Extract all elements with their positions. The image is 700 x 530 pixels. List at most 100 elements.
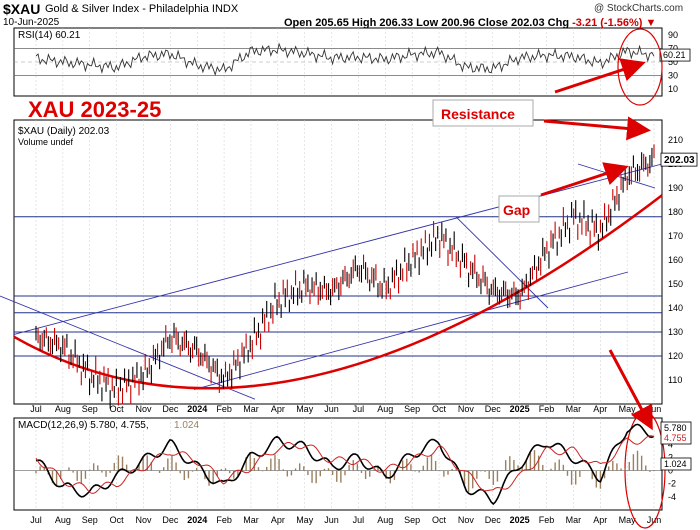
open-value: 205.65: [315, 17, 349, 29]
price-x-tick-label: Sep: [82, 404, 98, 414]
price-x-tick-label: Jun: [324, 404, 339, 414]
signal-last-value: 4.755: [664, 433, 687, 443]
macd-last-value: 5.780: [664, 423, 687, 433]
rsi-last-value-box: [659, 48, 691, 62]
macd-x-tick-label: Aug: [377, 515, 393, 525]
macd-x-tick-label: Jun: [647, 515, 662, 525]
macd-x-tick-label: Sep: [404, 515, 420, 525]
price-y-tick-label: 130: [668, 327, 683, 337]
macd-x-tick-label: Oct: [432, 515, 447, 525]
chg-value: -3.21 (-1.56%): [572, 17, 643, 29]
macd-y-tick-label: -4: [668, 492, 676, 502]
price-x-tick-label: Dec: [485, 404, 502, 414]
price-y-tick-label: 160: [668, 255, 683, 265]
price-x-tick-label: Jun: [647, 404, 662, 414]
price-x-tick-label: May: [619, 404, 637, 414]
price-last-value: 202.03: [664, 155, 695, 166]
price-x-tick-label: Feb: [216, 404, 232, 414]
macd-x-tick-label: Aug: [55, 515, 71, 525]
stockcharts-credit[interactable]: @ StockCharts.com: [594, 3, 684, 14]
price-x-tick-label: Dec: [162, 404, 179, 414]
macd-x-tick-label: Apr: [593, 515, 607, 525]
macd-x-tick-label: Jun: [324, 515, 339, 525]
rsi-y-tick-label: 30: [668, 71, 678, 81]
high-label: High: [351, 17, 377, 29]
price-y-tick-label: 170: [668, 231, 683, 241]
price-y-tick-label: 210: [668, 135, 683, 145]
price-x-tick-label: Oct: [432, 404, 447, 414]
macd-y-tick-label: 0: [668, 466, 673, 476]
price-x-tick-label: Nov: [135, 404, 152, 414]
price-last-value-box: [660, 152, 698, 167]
gap-label: Gap: [503, 202, 530, 218]
resistance-label: Resistance: [441, 106, 515, 122]
macd-x-tick-label: Mar: [566, 515, 582, 525]
price-y-tick-label: 110: [668, 375, 682, 385]
rsi-y-tick-label: 70: [668, 43, 678, 53]
price-y-tick-label: 190: [668, 183, 683, 193]
upper-channel-line: [13, 163, 663, 335]
macd-title: MACD(12,26,9) 5.780, 4.755,: [18, 420, 149, 431]
date-label: 10-Jun-2025: [3, 17, 60, 28]
price-x-tick-label: Aug: [377, 404, 393, 414]
downtrend-line-2023: [0, 295, 256, 400]
price-x-tick-label: 2025: [510, 404, 530, 414]
chart-title-annotation: XAU 2023-25: [28, 97, 161, 122]
macd-y-tick-label: 2: [668, 452, 673, 462]
rsi-title: RSI(14) 60.21: [18, 30, 81, 41]
macd-x-tick-label: May: [296, 515, 314, 525]
macd-x-tick-label: Jul: [353, 515, 365, 525]
rsi-y-tick-label: 10: [668, 84, 678, 94]
support-arc: [13, 194, 663, 390]
macd-x-tick-label: 2025: [510, 515, 530, 525]
macd-x-tick-label: Nov: [135, 515, 152, 525]
price-x-tick-label: 2024: [187, 404, 207, 414]
price-x-tick-label: Mar: [243, 404, 259, 414]
price-x-tick-label: Oct: [110, 404, 125, 414]
price-y-tick-label: 150: [668, 279, 683, 289]
price-x-tick-label: Jul: [30, 404, 42, 414]
low-label: Low: [416, 17, 439, 29]
down-arrow-icon: ▼: [645, 17, 657, 29]
macd-y-tick-label: -2: [668, 479, 676, 489]
price-x-tick-label: Feb: [539, 404, 555, 414]
rsi-line: [35, 42, 655, 77]
macd-x-tick-label: Nov: [458, 515, 475, 525]
macd-last-values-box: [660, 421, 692, 445]
macd-panel-frame: [13, 417, 663, 511]
price-x-tick-label: Apr: [271, 404, 285, 414]
price-x-tick-label: Jul: [353, 404, 365, 414]
close-label: Close: [477, 17, 508, 29]
price-subtitle: Volume undef: [18, 137, 74, 147]
macd-x-tick-label: Jul: [30, 515, 42, 525]
macd-x-tick-label: Dec: [485, 515, 502, 525]
chg-label: Chg: [547, 17, 570, 29]
quote-line: Open 205.65 High 206.33 Low 200.96 Close…: [284, 17, 656, 29]
price-x-tick-label: Apr: [593, 404, 607, 414]
macd-x-tick-label: Oct: [110, 515, 125, 525]
macd-x-tick-label: Mar: [243, 515, 259, 525]
price-x-tick-label: Aug: [55, 404, 71, 414]
macd-x-tick-label: May: [619, 515, 637, 525]
price-x-tick-label: Mar: [566, 404, 582, 414]
price-x-tick-label: Nov: [458, 404, 475, 414]
rsi-arrow: [554, 58, 646, 94]
macd-line: [35, 423, 655, 506]
macd-x-tick-label: Feb: [539, 515, 555, 525]
rsi-highlight-ellipse: [617, 28, 663, 106]
downtrend-line-2024: [455, 216, 549, 309]
macd-hist-value: 1.024: [174, 420, 199, 431]
rsi-last-value: 60.21: [663, 50, 686, 60]
rsi-y-tick-label: 90: [668, 30, 678, 40]
macd-x-tick-label: Sep: [82, 515, 98, 525]
macd-x-tick-label: Apr: [271, 515, 285, 525]
gap-arrow: [540, 162, 629, 197]
macd-x-tick-label: Feb: [216, 515, 232, 525]
price-panel-frame: [13, 119, 663, 405]
rsi-y-tick-label: 50: [668, 57, 678, 67]
price-x-tick-label: Sep: [404, 404, 420, 414]
resistance-arrow: [543, 116, 651, 141]
high-value: 206.33: [379, 17, 414, 29]
symbol-label: $XAU: [3, 1, 41, 17]
